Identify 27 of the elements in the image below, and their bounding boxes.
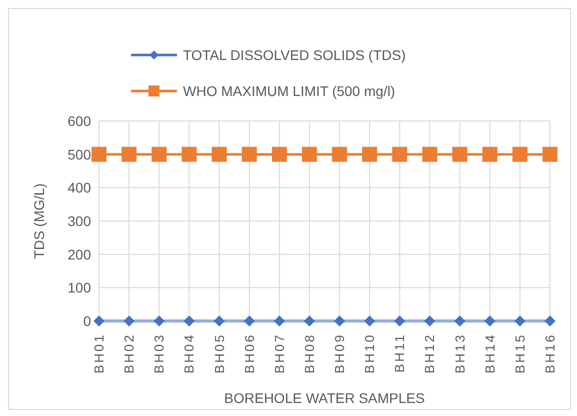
x-tick-label: BH08 [302,333,317,374]
x-tick-label: BH07 [272,333,287,374]
x-tick-label: BH02 [122,333,137,374]
x-tick-label: BH14 [482,333,498,374]
y-tick-label: 0 [83,312,92,329]
y-tick-label: 500 [68,146,92,162]
x-tick-label: BH10 [362,333,378,374]
y-tick-label: 300 [68,212,92,229]
y-axis-title: TDS (MG/L) [30,183,47,259]
x-tick-label: BH05 [212,333,227,374]
legend-label: TOTAL DISSOLVED SOLIDS (TDS) [183,47,406,63]
x-tick-label: BH13 [452,333,468,374]
y-tick-label: 200 [68,246,92,262]
x-tick-label: BH06 [242,333,257,374]
x-tick-label: BH04 [182,333,197,374]
y-tick-label: 100 [68,280,92,296]
y-tick-label: 400 [68,180,92,196]
legend-label: WHO MAXIMUM LIMIT (500 mg/l) [183,83,396,99]
x-tick-label: BH09 [332,333,348,374]
x-tick-label: BH11 [392,333,408,373]
x-tick-label: BH12 [422,333,438,374]
x-tick-label: BH01 [92,333,106,374]
x-tick-label: BH15 [512,333,528,374]
y-tick-label: 600 [68,112,92,129]
x-tick-label: BH16 [542,333,558,374]
x-tick-label: BH03 [152,333,167,374]
x-axis-title: BOREHOLE WATER SAMPLES [224,390,425,406]
